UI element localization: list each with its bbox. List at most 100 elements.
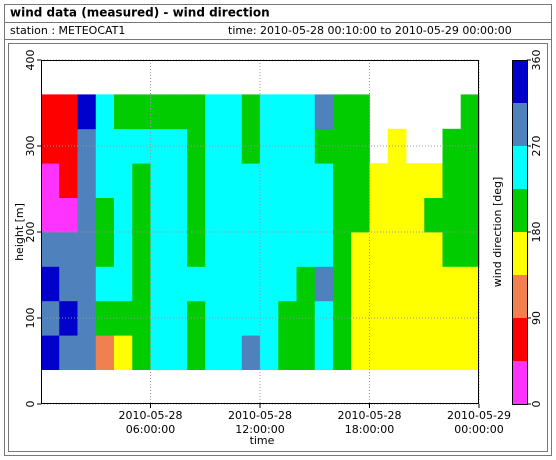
y-tick-label: 400 — [24, 50, 37, 71]
colorbar-band — [512, 60, 527, 103]
heat-cell — [314, 197, 334, 233]
heat-cell — [132, 163, 151, 198]
heat-cell — [205, 128, 224, 164]
heat-cell — [168, 163, 188, 198]
heat-cell — [460, 266, 480, 302]
colorbar-tick-label: 270 — [530, 136, 543, 157]
heat-cell — [278, 197, 297, 233]
x-tick-label: 2010-05-28 18:00:00 — [337, 409, 402, 436]
heat-cell — [460, 232, 480, 267]
heat-cell — [150, 197, 170, 233]
heat-cell — [150, 163, 170, 198]
heat-cell — [205, 232, 224, 267]
heat-cell — [260, 232, 279, 267]
heat-cell — [333, 94, 352, 130]
heat-cell — [77, 266, 97, 302]
heat-cell — [406, 163, 425, 198]
heat-cell — [187, 128, 206, 164]
heat-cell — [314, 163, 334, 198]
heat-cell — [114, 128, 133, 164]
heat-cell — [223, 232, 243, 267]
heat-cell — [296, 163, 316, 198]
heat-cell — [424, 266, 443, 302]
heat-cell — [168, 232, 188, 267]
heat-cell — [150, 94, 170, 130]
heat-cell — [333, 163, 352, 198]
heat-cell — [351, 94, 370, 130]
heat-cell — [387, 128, 407, 164]
heat-cell — [41, 266, 60, 302]
heat-cell — [223, 128, 243, 164]
heat-cell — [150, 300, 170, 336]
heat-cell — [387, 300, 407, 336]
heat-cell — [333, 128, 352, 164]
heat-cell — [59, 94, 78, 130]
heat-cell — [442, 300, 462, 336]
x-tick-label: 2010-05-28 06:00:00 — [118, 409, 183, 436]
heat-cell — [278, 232, 297, 267]
heat-cell — [351, 232, 370, 267]
heat-cell — [59, 197, 78, 233]
heat-cell — [187, 335, 206, 370]
heat-cell — [132, 128, 151, 164]
heat-cell — [278, 335, 297, 370]
heat-cell — [442, 128, 462, 164]
heat-cell — [205, 300, 224, 336]
time-range: time: 2010-05-28 00:10:00 to 2010-05-29 … — [228, 24, 512, 37]
colorbar-tick-label: 180 — [530, 222, 543, 243]
heat-cell — [114, 335, 133, 370]
heat-cell — [168, 300, 188, 336]
heat-cell — [205, 335, 224, 370]
heat-cell — [168, 197, 188, 233]
x-tick-label: 2010-05-28 12:00:00 — [228, 409, 292, 436]
heat-cell — [369, 300, 389, 336]
colorbar-tick-label: 90 — [530, 311, 543, 325]
heat-cell — [351, 163, 370, 198]
heat-cell — [241, 163, 261, 198]
colorbar-band — [512, 275, 527, 318]
heat-cell — [187, 266, 206, 302]
station: station : METEOCAT1 — [10, 24, 125, 37]
y-tick-label: 0 — [24, 401, 37, 408]
heat-cell — [296, 94, 316, 130]
heat-cell — [150, 335, 170, 370]
heat-cell — [41, 232, 60, 267]
heat-cell — [150, 128, 170, 164]
heat-cell — [187, 197, 206, 233]
colorbar-band — [512, 232, 527, 275]
heat-cell — [387, 232, 407, 267]
heat-cell — [260, 197, 279, 233]
heat-cell — [59, 163, 78, 198]
colorbar-band — [512, 189, 527, 232]
heat-cell — [424, 232, 443, 267]
heat-cell — [132, 232, 151, 267]
heat-cell — [260, 94, 279, 130]
colorbar-band — [512, 103, 527, 146]
heat-cell — [460, 197, 480, 233]
heat-cell — [314, 266, 334, 302]
heat-cell — [424, 335, 443, 370]
heat-cell — [223, 94, 243, 130]
heat-cell — [95, 197, 115, 233]
heat-cell — [41, 163, 60, 198]
heat-cell — [314, 300, 334, 336]
y-tick-label: 100 — [24, 308, 37, 329]
heat-cell — [241, 266, 261, 302]
heat-cell — [59, 266, 78, 302]
plot-panel — [8, 43, 548, 452]
heat-cell — [296, 197, 316, 233]
heat-cell — [278, 266, 297, 302]
heat-cell — [241, 335, 261, 370]
heat-cell — [260, 266, 279, 302]
heat-cell — [314, 128, 334, 164]
heat-cell — [424, 163, 443, 198]
heat-cell — [223, 300, 243, 336]
heat-cell — [296, 232, 316, 267]
heat-cell — [460, 94, 480, 130]
heat-cell — [296, 335, 316, 370]
heat-cell — [460, 163, 480, 198]
heat-cell — [369, 232, 389, 267]
heat-cell — [314, 94, 334, 130]
heat-cell — [351, 128, 370, 164]
heat-cell — [168, 94, 188, 130]
